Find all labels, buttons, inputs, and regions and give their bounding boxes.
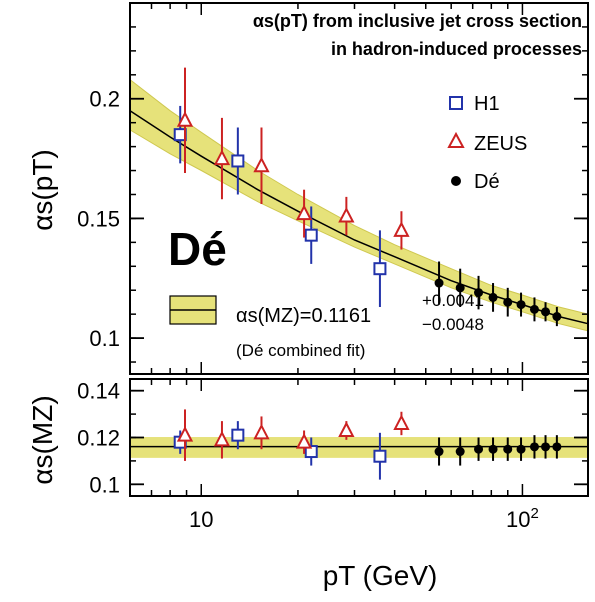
fit-legend-err-down: −0.0048 (422, 315, 484, 334)
x-tick-label: 10 (189, 507, 213, 532)
bottom-zeus-point (213, 430, 231, 447)
bottom-zeus-point (253, 423, 270, 440)
top-fit-band-group (129, 78, 589, 332)
chart-title-line2: in hadron-induced processes (331, 39, 582, 59)
bottom-zeus-point (393, 414, 410, 430)
top-d0-point (474, 288, 484, 298)
bottom-d0-point (529, 442, 539, 452)
bottom-d0-point (488, 444, 498, 454)
fit-legend-note: (Dé combined fit) (236, 341, 365, 360)
top-d0-point (516, 300, 526, 310)
bottom-fit-band (130, 437, 588, 458)
legend: H1 ZEUS Dé (447, 93, 527, 193)
top-d0-point (552, 312, 562, 322)
top-zeus-point (213, 149, 231, 166)
legend-h1-marker (449, 96, 463, 110)
top-zeus-point (253, 156, 270, 173)
top-fit-line (129, 110, 589, 325)
bottom-zeus-point (338, 421, 355, 437)
top-h1-point (304, 228, 318, 242)
fit-legend-err-up: +0.0041 (422, 291, 484, 310)
chart-title-line1: αs(pT) from inclusive jet cross section (253, 11, 582, 31)
legend-zeus-marker (447, 131, 465, 148)
top-y-tick-label: 0.2 (89, 87, 120, 112)
legend-d0-marker (451, 176, 461, 186)
top-zeus-point (393, 221, 410, 237)
bottom-h1-point (231, 428, 245, 442)
top-axis-ticks: 0.1 0.15 0.2 (77, 2, 588, 374)
top-zeus-point (176, 111, 194, 127)
x-tick-label: 102 (506, 505, 539, 532)
top-h1-point (373, 262, 387, 276)
top-y-tick-label: 0.1 (89, 326, 120, 351)
top-y-tick-label: 0.15 (77, 206, 120, 231)
top-d0-point (503, 297, 513, 307)
top-h1-point (231, 154, 245, 168)
experiment-label: Dé (168, 223, 227, 275)
bottom-zeus-point (295, 433, 313, 449)
legend-d0-label: Dé (474, 171, 500, 193)
top-panel: 0.1 0.15 0.2 αs(pT) from inclusive jet cro… (27, 2, 589, 375)
bottom-zeus-point (176, 425, 194, 442)
top-fit-band (129, 78, 589, 332)
bottom-d0-point (455, 447, 465, 457)
bottom-d0-point (552, 442, 562, 452)
bottom-panel: 0.1 0.12 0.14 10 102 αs(MZ) pT (GeV) (27, 378, 589, 591)
bottom-y-tick-label: 0.14 (77, 379, 120, 404)
top-plot-frame (129, 2, 589, 375)
bottom-fit-band-group (130, 437, 588, 458)
bottom-y-tick-label: 0.1 (89, 472, 120, 497)
bottom-h1-point (373, 449, 387, 463)
legend-h1-label: H1 (474, 93, 500, 115)
top-zeus-point (295, 204, 313, 221)
top-d0-point (434, 278, 444, 288)
top-zeus-point (338, 206, 355, 223)
bottom-plot-frame (129, 378, 589, 497)
top-d0-point (529, 304, 539, 314)
bottom-y-tick-label: 0.12 (77, 426, 120, 451)
bottom-d0-point (474, 444, 484, 454)
bottom-y-axis-label: αs(MZ) (27, 395, 58, 484)
bottom-d0-point (541, 442, 551, 452)
bottom-d0-point (516, 444, 526, 454)
bottom-d0-point (503, 444, 513, 454)
x-axis-label: pT (GeV) (323, 560, 438, 591)
bottom-data-marks (173, 409, 562, 480)
top-data-marks (173, 67, 562, 327)
top-y-axis-label: αs(pT) (27, 149, 58, 231)
top-d0-point (455, 283, 465, 293)
fit-legend-label: αs(MZ)=0.1161 (236, 305, 371, 327)
bottom-d0-point (434, 447, 444, 457)
top-d0-point (488, 292, 498, 302)
fit-legend: αs(MZ)=0.1161 +0.0041 −0.0048 (Dé combin… (169, 291, 484, 360)
legend-zeus-label: ZEUS (474, 133, 527, 155)
top-d0-point (541, 307, 551, 317)
bottom-h1-point (304, 445, 318, 459)
